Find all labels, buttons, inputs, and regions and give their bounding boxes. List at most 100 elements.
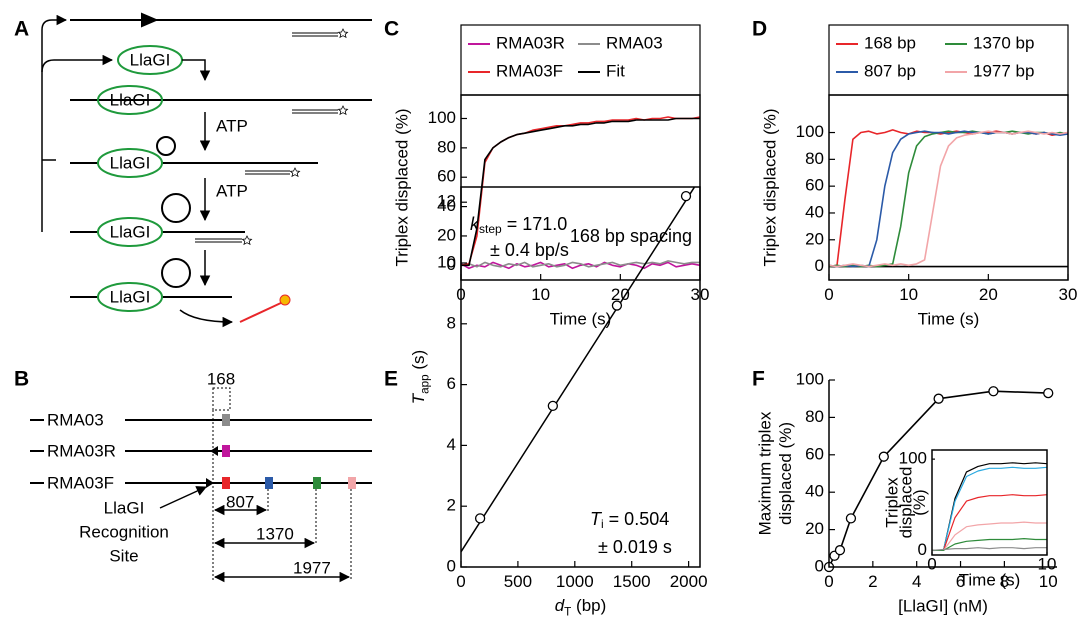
y-tick-label: 100 <box>899 449 927 468</box>
x-tick-label: 1000 <box>556 572 594 591</box>
label-sub: app <box>418 374 431 394</box>
legend-label: 1370 bp <box>973 33 1034 52</box>
annotation: ± 0.4 bp/s <box>490 240 569 260</box>
data-point <box>680 190 692 202</box>
x-axis-label: Time (s) <box>959 570 1021 589</box>
y-tick-label: 0 <box>447 255 456 274</box>
step-label: ATP <box>216 181 248 200</box>
distance-label: 1977 <box>293 558 331 577</box>
series-line <box>828 130 1069 268</box>
k-symbol: k <box>470 214 480 234</box>
y-axis-label: (%) <box>910 489 929 515</box>
enzyme-label: LlaGI <box>110 153 151 172</box>
series-line <box>932 538 1047 551</box>
x-tick-label: 0 <box>456 572 465 591</box>
substrate-label: RMA03R <box>47 441 116 460</box>
y-axis-label: Tapp (s) <box>409 350 431 404</box>
y-axis-label: Triplex displaced (%) <box>392 108 411 266</box>
legend-label: Fit <box>606 61 625 80</box>
y-tick-label: 10 <box>437 252 456 271</box>
fit-line <box>460 186 695 553</box>
x-axis-label: dT (bp) <box>555 596 607 618</box>
k-sub: step <box>479 222 502 236</box>
enzyme-label: LlaGI <box>130 50 171 69</box>
panel-letter: F <box>752 368 765 391</box>
data-point <box>933 393 944 404</box>
substrate-label: RMA03 <box>47 410 104 429</box>
label-main: T <box>409 392 428 404</box>
series-line <box>461 117 700 267</box>
x-tick-label: 2000 <box>670 572 708 591</box>
annotation: 168 bp spacing <box>570 226 692 246</box>
label-sub: T <box>564 605 571 618</box>
x-tick-label: 1500 <box>613 572 651 591</box>
x-tick-label: 8 <box>1000 572 1009 591</box>
label-main: d <box>555 596 565 615</box>
plot-frame <box>828 94 1069 281</box>
panel-letter: B <box>14 368 29 391</box>
y-tick-label: 0 <box>815 556 824 575</box>
panel-letter: E <box>384 368 398 391</box>
y-axis-label: Maximum triplex <box>755 411 774 535</box>
y-tick-label: 20 <box>805 229 824 248</box>
y-tick-label: 100 <box>428 108 456 127</box>
y-tick-label: 80 <box>805 407 824 426</box>
x-tick-label: 0 <box>824 572 833 591</box>
x-tick-label: 20 <box>979 285 998 304</box>
y-tick-label: 60 <box>805 176 824 195</box>
substrate-label: RMA03F <box>47 473 114 492</box>
step-label: ATP <box>216 116 248 135</box>
label-unit: (s) <box>409 350 428 375</box>
x-tick-label: 0 <box>927 554 936 573</box>
x-tick-label: 6 <box>956 572 965 591</box>
y-tick-label: 40 <box>437 196 456 215</box>
legend-label: 807 bp <box>864 61 916 80</box>
y-tick-label: 40 <box>805 482 824 501</box>
plot-frame <box>931 449 1048 556</box>
enzyme-label: LlaGI <box>110 222 151 241</box>
y-axis-label: Triplex <box>882 477 901 528</box>
series-line <box>828 130 1069 268</box>
enzyme-label: LlaGI <box>110 90 151 109</box>
y-tick-label: 100 <box>796 369 824 388</box>
x-axis-label: Time (s) <box>550 309 612 328</box>
y-tick-label: 8 <box>447 313 456 332</box>
label-unit: (bp) <box>571 596 606 615</box>
data-point <box>878 451 889 462</box>
x-tick-label: 30 <box>1059 285 1078 304</box>
t-symbol: T <box>590 509 603 529</box>
star-labels <box>241 28 349 246</box>
y-tick-label: 80 <box>805 149 824 168</box>
annotation: kstep = 171.0 <box>470 214 567 236</box>
diagram-a <box>41 12 372 328</box>
data-point <box>845 513 857 524</box>
y-tick-label: 0 <box>918 540 927 559</box>
y-tick-label: 40 <box>805 202 824 221</box>
data-point <box>834 545 846 556</box>
y-tick-label: 2 <box>447 496 456 515</box>
series-line <box>932 494 1048 551</box>
y-axis-label: displaced (%) <box>776 422 795 525</box>
site-label: Recognition <box>79 522 169 541</box>
legend-label: RMA03F <box>496 61 563 80</box>
diagram-b <box>30 387 372 583</box>
k-value: = 171.0 <box>502 214 568 234</box>
x-tick-label: 0 <box>824 285 833 304</box>
y-tick-label: 20 <box>805 519 824 538</box>
series-line <box>460 260 700 268</box>
y-tick-label: 60 <box>437 167 456 186</box>
x-tick-label: 2 <box>868 572 877 591</box>
annotation: ± 0.019 s <box>598 537 672 557</box>
site-label: Site <box>109 546 138 565</box>
plot-frame <box>460 186 701 568</box>
panel-letter: A <box>14 18 29 41</box>
series-line <box>931 547 1047 551</box>
t-value: = 0.504 <box>604 509 670 529</box>
legend-frame <box>460 24 701 96</box>
x-tick-label: 10 <box>1039 572 1058 591</box>
series-line <box>932 521 1047 551</box>
y-tick-label: 100 <box>796 122 824 141</box>
y-tick-label: 80 <box>437 137 456 156</box>
x-tick-label: 500 <box>504 572 532 591</box>
